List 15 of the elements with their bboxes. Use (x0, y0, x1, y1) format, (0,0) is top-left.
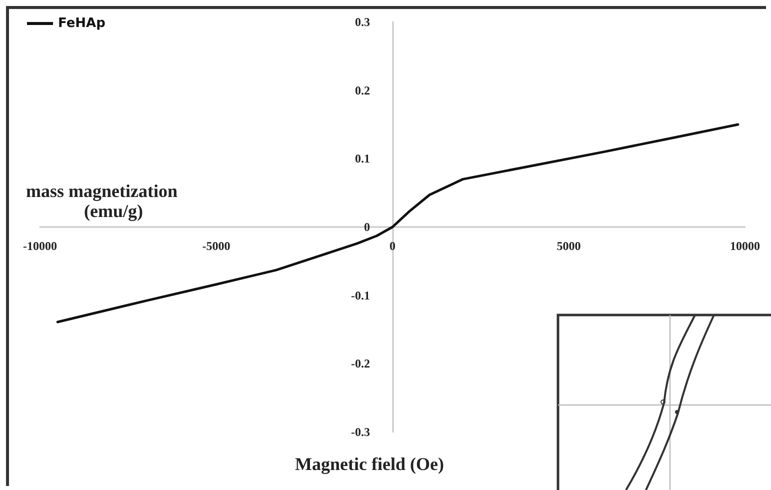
y-tick-label: -0.2 (351, 356, 370, 371)
y-tick-label: 0.1 (355, 152, 370, 166)
x-tick-label: -10000 (23, 239, 57, 253)
x-tick-label: 0 (390, 239, 396, 253)
y-tick-label: 0.2 (355, 83, 370, 98)
x-tick-label: -5000 (202, 239, 230, 253)
x-axis-title: Magnetic field (Oe) (295, 454, 444, 474)
y-tick-label: -0.1 (351, 288, 370, 302)
x-tick-label: 10000 (730, 239, 760, 253)
y-tick-label: 0.3 (355, 15, 370, 29)
y-axis-title: mass magnetization (emu/g) (26, 181, 178, 221)
y-tick-label: -0.3 (351, 425, 370, 439)
legend-label: FeHAp (58, 16, 106, 31)
y-tick-label: 0 (364, 220, 370, 234)
x-tick-label: 5000 (556, 239, 581, 253)
